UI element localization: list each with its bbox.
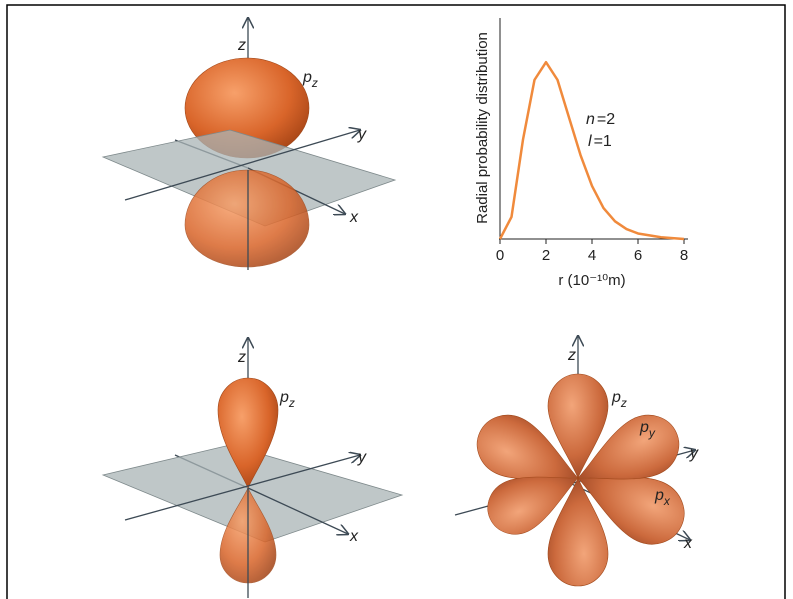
axis-label: y: [689, 445, 699, 462]
annotation-var: n: [586, 111, 595, 128]
orbital-label: pz: [302, 69, 318, 90]
x-axis-label: r (10⁻¹⁰m): [558, 272, 625, 289]
curve: [500, 62, 684, 239]
label-base: p: [611, 389, 621, 406]
figure: z y x pz z y x pz z y x pz py px Radial …: [0, 0, 793, 599]
p-orbitals-combined: z y x pz py px: [455, 336, 699, 586]
axis-label: y: [357, 449, 367, 466]
x-tick-label: 2: [542, 247, 550, 264]
y-axis-label: Radial probability distribution: [474, 32, 491, 224]
label-sub: y: [648, 426, 656, 440]
axis-label: y: [357, 126, 367, 143]
label-base: p: [639, 419, 649, 436]
annotation: n=2: [586, 111, 615, 128]
x-tick-label: 4: [588, 247, 596, 264]
label-sub: x: [663, 494, 671, 508]
label-sub: z: [620, 396, 627, 410]
annotation-eq: =2: [597, 111, 615, 128]
pz-orbital-large: z y x pz: [103, 18, 395, 270]
radial-chart: Radial probability distribution r (10⁻¹⁰…: [474, 18, 688, 289]
label-base: p: [302, 69, 312, 86]
annotation-var: l: [588, 133, 592, 150]
pz-orbital-small: z y x pz: [103, 338, 402, 598]
label-base: p: [279, 389, 289, 406]
axis-label: x: [349, 209, 359, 226]
axis-label: z: [237, 349, 246, 366]
label-base: p: [654, 487, 664, 504]
axis-label: z: [237, 37, 246, 54]
axis-label: z: [567, 347, 576, 364]
orbital-label: pz: [279, 389, 295, 410]
x-tick-label: 8: [680, 247, 688, 264]
orbital-label: pz: [611, 389, 627, 410]
annotation-eq: =1: [594, 133, 612, 150]
annotation: l=1: [588, 133, 612, 150]
x-tick-label: 0: [496, 247, 504, 264]
label-sub: z: [288, 396, 295, 410]
axis-label: x: [349, 528, 359, 545]
axis-label: x: [683, 535, 693, 552]
label-sub: z: [311, 76, 318, 90]
x-tick-label: 6: [634, 247, 642, 264]
